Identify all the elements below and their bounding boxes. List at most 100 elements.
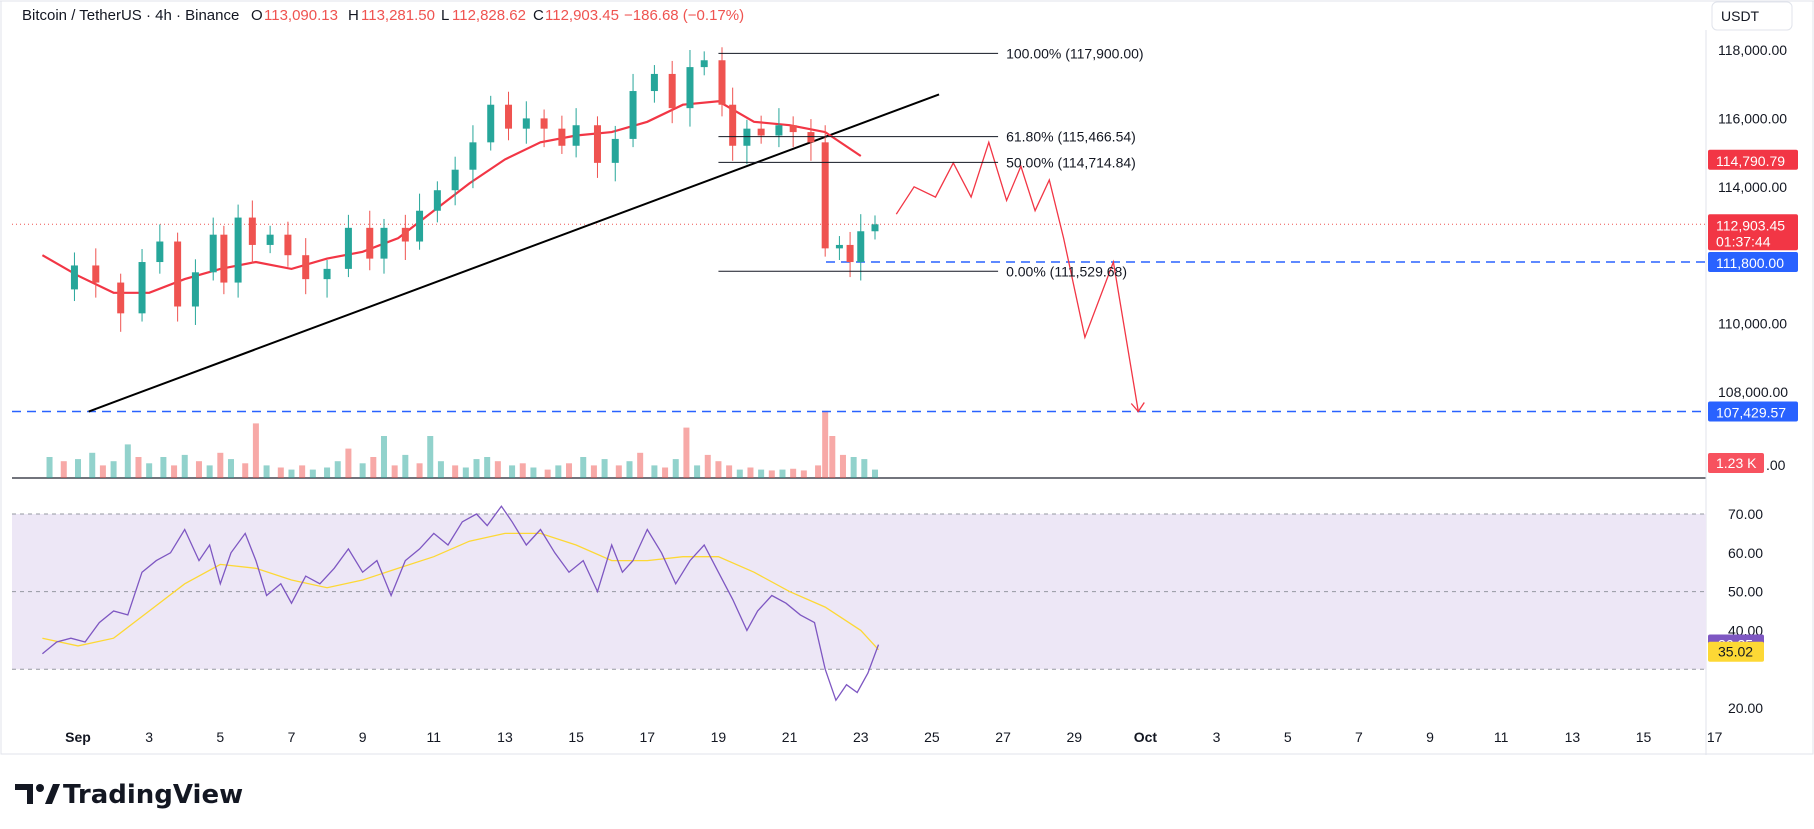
volume-bar	[626, 461, 633, 478]
candle-body	[650, 73, 658, 92]
time-tick-label: 13	[497, 729, 513, 745]
change-value: −186.68 (−0.17%)	[624, 7, 744, 24]
time-tick-label: 5	[216, 729, 224, 745]
candle-body	[629, 91, 637, 139]
volume-bar	[299, 465, 306, 478]
volume-bar	[370, 457, 377, 478]
candle-body	[380, 227, 388, 259]
current-price-tag-text: 01:37:44	[1716, 233, 1771, 249]
candle-body	[871, 224, 879, 232]
time-tick-label: 11	[1494, 729, 1509, 745]
fib-level-label: 0.00% (111,529.68)	[1006, 263, 1127, 279]
volume-bar	[46, 457, 53, 478]
volume-bar	[75, 459, 81, 478]
volume-bar	[672, 459, 679, 478]
low-value: 112,828.62	[452, 7, 526, 24]
volume-bar	[736, 469, 743, 478]
volume-bar	[181, 454, 188, 478]
price-axis[interactable]: 118,000.00 116,000.00 114,000.00 110,000.00…	[1718, 42, 1788, 400]
volume-bar	[747, 467, 754, 478]
support-2-tag	[1708, 401, 1798, 422]
volume-axis-tail: .00	[1766, 457, 1786, 473]
volume-bar	[359, 463, 366, 478]
volume-bar	[519, 463, 526, 478]
low-label: L	[441, 7, 449, 24]
current-price-tag	[1708, 214, 1798, 251]
candle-body	[469, 142, 477, 170]
fib-level-label: 50.00% (114,714.84)	[1006, 154, 1136, 170]
price-tick-label: 114,000.00	[1718, 179, 1787, 195]
fibonacci-retracement[interactable]: 100.00% (117,900.00) 61.80% (115,466.54) 5…	[718, 45, 1144, 279]
candle-body	[117, 282, 125, 314]
close-value: 112,903.45	[545, 7, 619, 24]
candle-body	[220, 234, 228, 283]
volume-tag-text: 1.23 K	[1716, 455, 1757, 471]
candle-body	[558, 128, 566, 146]
time-tick-label: 17	[639, 729, 655, 745]
candle-body	[401, 227, 409, 242]
volume-bar	[509, 465, 516, 478]
volume-bar	[252, 423, 259, 478]
volume-bar	[227, 459, 234, 478]
tradingview-logo[interactable]: TradingView	[15, 780, 243, 810]
time-tick-label: 17	[1707, 729, 1723, 745]
candle-body	[248, 217, 256, 245]
candle-body	[835, 244, 843, 249]
candle-body	[789, 125, 797, 133]
volume-bar	[146, 463, 153, 478]
volume-bar	[601, 459, 608, 478]
time-tick-label: 21	[782, 729, 798, 745]
time-axis[interactable]: Sep 3 5 7 9 11 13 15 17 19 21 23 25 27 29 Oct 3 5 7 9 11 13 15…	[65, 729, 1723, 745]
time-tick-label: 29	[1066, 729, 1082, 745]
projection-path[interactable]	[895, 140, 1139, 412]
candle-body	[757, 128, 765, 136]
volume-bars	[46, 410, 878, 478]
volume-bar	[850, 457, 857, 478]
candle-body	[92, 265, 100, 283]
candle-body	[821, 142, 829, 249]
time-tick-label: 11	[427, 729, 442, 745]
symbol-title: Bitcoin / TetherUS · 4h · Binance	[22, 7, 239, 24]
candle-body	[138, 262, 146, 314]
volume-bar	[704, 454, 711, 478]
volume-bar	[822, 410, 829, 478]
current-price-tag-text: 112,903.45	[1716, 217, 1785, 233]
currency-button[interactable]: USDT	[1711, 1, 1793, 31]
volume-bar	[324, 467, 331, 478]
time-tick-label: 27	[995, 729, 1011, 745]
ma-price-tag	[1708, 149, 1798, 170]
support-1-tag	[1708, 252, 1798, 273]
support-2-tag-text: 107,429.57	[1716, 405, 1786, 421]
price-tick-label: 108,000.00	[1718, 384, 1788, 400]
volume-bar	[462, 467, 469, 478]
candle-body	[366, 227, 374, 259]
time-tick-label: 19	[711, 729, 727, 745]
rsi-ma-tag	[1708, 641, 1764, 662]
rsi-axis[interactable]: 70.00 60.00 50.00 40.00 20.00	[12, 506, 1763, 716]
volume-bar	[427, 436, 434, 478]
volume-bar	[124, 444, 131, 478]
volume-bar	[715, 461, 722, 478]
volume-bar	[861, 459, 868, 478]
time-tick-label: 25	[924, 729, 940, 745]
ma-price-tag-text: 114,790.79	[1716, 153, 1785, 169]
volume-bar	[217, 452, 224, 478]
volume-bar	[779, 469, 786, 478]
candle-body	[540, 118, 548, 129]
volume-bar	[790, 468, 797, 478]
time-tick-label: 15	[1636, 729, 1652, 745]
volume-bar	[473, 459, 480, 478]
price-tick-label: 118,000.00	[1718, 42, 1787, 58]
candle-body	[743, 128, 751, 146]
candle-body	[522, 118, 530, 129]
volume-bar	[726, 465, 733, 478]
volume-bar	[60, 461, 67, 478]
trendline[interactable]	[88, 93, 940, 413]
candle-body	[857, 231, 865, 263]
time-tick-label: 7	[288, 729, 296, 745]
candle-body	[668, 73, 676, 109]
time-tick-label: 15	[568, 729, 584, 745]
chart-frame	[0, 0, 1814, 755]
